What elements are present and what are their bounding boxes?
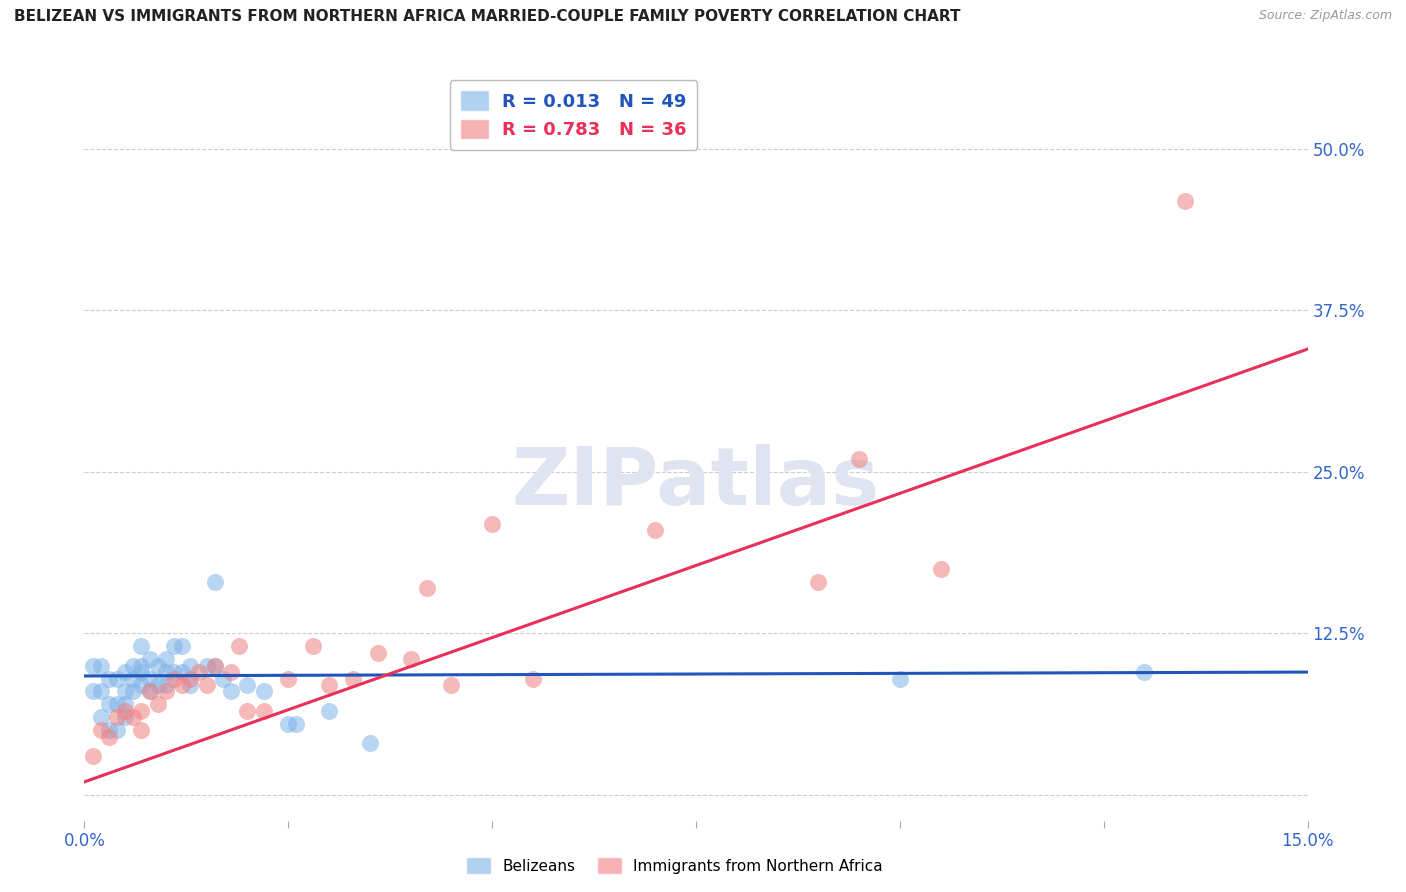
Point (163, 639, 186, 653)
Point (146, 698, 169, 712)
Point (97, 698, 120, 712)
Point (195, 658, 218, 673)
Point (277, 716, 299, 731)
Point (1133, 665, 1156, 679)
Point (179, 658, 201, 673)
Text: Source: ZipAtlas.com: Source: ZipAtlas.com (1258, 9, 1392, 22)
Text: ZIPatlas: ZIPatlas (512, 444, 880, 523)
Point (179, 672, 201, 686)
Legend: R = 0.013   N = 49, R = 0.783   N = 36: R = 0.013 N = 49, R = 0.783 N = 36 (450, 80, 697, 150)
Point (318, 678, 340, 692)
Point (114, 710, 136, 724)
Point (367, 646, 389, 660)
Point (195, 678, 218, 692)
Point (399, 652, 422, 666)
Point (359, 736, 381, 750)
Point (105, 723, 128, 738)
Point (82, 684, 104, 698)
Point (187, 665, 209, 679)
Point (138, 672, 160, 686)
Point (90, 684, 112, 698)
Point (155, 678, 177, 692)
Point (97, 672, 120, 686)
Point (253, 704, 276, 718)
Point (138, 684, 160, 698)
Point (114, 665, 136, 679)
Point (848, 451, 870, 466)
Point (90, 710, 112, 724)
Point (131, 678, 153, 692)
Point (301, 639, 323, 653)
Point (82, 749, 104, 764)
Point (318, 704, 340, 718)
Point (440, 678, 463, 692)
Point (138, 684, 160, 698)
Point (155, 652, 177, 666)
Point (131, 704, 153, 718)
Point (131, 665, 153, 679)
Point (172, 665, 194, 679)
Point (114, 704, 136, 718)
Point (179, 678, 201, 692)
Point (131, 658, 153, 673)
Point (212, 672, 235, 686)
Point (163, 672, 186, 686)
Point (114, 698, 136, 712)
Point (122, 710, 145, 724)
Legend: Belizeans, Immigrants from Northern Africa: Belizeans, Immigrants from Northern Afri… (461, 852, 889, 880)
Point (146, 678, 169, 692)
Point (131, 723, 153, 738)
Point (155, 684, 177, 698)
Point (342, 672, 364, 686)
Point (114, 684, 136, 698)
Point (807, 574, 830, 589)
Point (236, 704, 259, 718)
Point (146, 658, 169, 673)
Point (522, 672, 544, 686)
Point (105, 710, 128, 724)
Point (105, 672, 128, 686)
Point (138, 652, 160, 666)
Point (204, 658, 226, 673)
Point (929, 562, 952, 576)
Point (481, 516, 503, 531)
Point (90, 658, 112, 673)
Point (131, 639, 153, 653)
Point (889, 672, 911, 686)
Point (236, 678, 259, 692)
Text: BELIZEAN VS IMMIGRANTS FROM NORTHERN AFRICA MARRIED-COUPLE FAMILY POVERTY CORREL: BELIZEAN VS IMMIGRANTS FROM NORTHERN AFR… (14, 9, 960, 24)
Point (228, 639, 250, 653)
Point (204, 658, 226, 673)
Point (122, 658, 145, 673)
Point (172, 678, 194, 692)
Point (204, 574, 226, 589)
Point (277, 672, 299, 686)
Point (644, 523, 666, 537)
Point (253, 684, 276, 698)
Point (90, 723, 112, 738)
Point (219, 665, 242, 679)
Point (122, 684, 145, 698)
Point (219, 684, 242, 698)
Point (82, 658, 104, 673)
Point (172, 639, 194, 653)
Point (97, 723, 120, 738)
Point (1174, 194, 1197, 208)
Point (122, 672, 145, 686)
Point (416, 581, 439, 595)
Point (105, 698, 128, 712)
Point (163, 665, 186, 679)
Point (155, 665, 177, 679)
Point (285, 716, 308, 731)
Point (97, 730, 120, 744)
